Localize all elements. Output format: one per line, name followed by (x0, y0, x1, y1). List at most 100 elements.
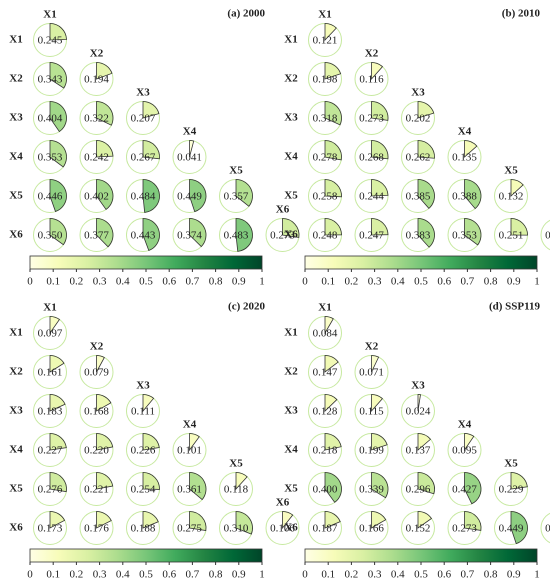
colorbar-tick-label: 0.6 (437, 569, 451, 581)
wedge (324, 433, 342, 451)
value-label: 0.404 (38, 113, 63, 125)
wedge (49, 355, 65, 373)
value-label: 0.084 (313, 328, 338, 340)
value-label: 0.135 (452, 152, 477, 164)
value-label: 0.446 (38, 191, 63, 203)
wedge (49, 511, 66, 529)
colorbar-tick-label: 0.9 (507, 276, 521, 288)
wedge (49, 140, 67, 168)
wedge (371, 472, 389, 499)
column-label: X1 (318, 302, 331, 314)
wedge (96, 218, 114, 248)
wedge (324, 62, 342, 80)
colorbar-tick-label: 0.5 (139, 276, 153, 288)
row-label: X5 (9, 483, 23, 495)
wedge (371, 355, 380, 373)
wedge (49, 23, 67, 41)
wedge (417, 511, 433, 529)
wedge (142, 472, 160, 490)
column-label: X3 (411, 380, 425, 392)
colorbar-tick-label: 0.8 (484, 569, 498, 581)
colorbar (29, 255, 263, 270)
value-label: 0.377 (84, 230, 109, 242)
wedge (371, 394, 383, 413)
panel-title: (b) 2010 (502, 8, 541, 20)
wedge (282, 511, 294, 530)
wedge (96, 472, 114, 490)
colorbar-tick-label: 0.4 (116, 276, 130, 288)
colorbar-tick-label: 0.9 (232, 569, 246, 581)
row-label: X4 (284, 151, 298, 163)
wedge (142, 511, 159, 529)
value-label: 0.357 (224, 191, 249, 203)
value-label: 0.226 (131, 445, 156, 457)
wedge (189, 511, 207, 532)
panel-title: (a) 2000 (227, 8, 265, 20)
value-label: 0.402 (84, 191, 109, 203)
value-label: 0.361 (177, 484, 202, 496)
wedge (282, 218, 300, 238)
wedge (324, 472, 342, 503)
colorbar-tick-label: 0.3 (368, 569, 382, 581)
colorbar (304, 255, 538, 270)
column-label: X3 (136, 87, 150, 99)
wedge (324, 23, 337, 42)
value-label: 0.339 (359, 484, 384, 496)
value-label: 0.176 (84, 523, 109, 535)
wedge (49, 218, 67, 246)
column-label: X6 (276, 497, 290, 509)
wedge (371, 433, 388, 451)
value-label: 0.318 (313, 113, 338, 125)
value-label: 0.137 (406, 445, 431, 457)
value-label: 0.024 (406, 406, 431, 418)
column-label: X4 (183, 126, 197, 138)
wedge (324, 140, 342, 161)
value-label: 0.385 (406, 191, 431, 203)
value-label: 0.071 (359, 367, 384, 379)
value-label: 0.118 (224, 484, 249, 496)
value-label: 0.168 (84, 406, 109, 418)
colorbar-tick-label: 0.4 (116, 569, 130, 581)
value-label: 0.244 (359, 191, 384, 203)
wedge (324, 101, 342, 126)
value-label: 0.183 (38, 406, 63, 418)
value-label: 0.484 (131, 191, 156, 203)
colorbar-tick-label: 0.4 (391, 276, 405, 288)
wedge (142, 101, 160, 119)
value-label: 0.229 (499, 484, 524, 496)
column-label: X2 (365, 48, 379, 60)
colorbar-tick-label: 0.6 (162, 276, 176, 288)
value-label: 0.353 (452, 230, 477, 242)
value-label: 0.374 (177, 230, 202, 242)
value-label: 0.268 (359, 152, 384, 164)
row-label: X6 (284, 522, 298, 534)
value-label: 0.116 (359, 74, 384, 86)
row-label: X2 (9, 73, 23, 85)
wedge (189, 140, 195, 158)
wedge (417, 218, 435, 248)
row-label: X6 (9, 522, 23, 534)
colorbar-tick-label: 0.3 (93, 276, 107, 288)
colorbar-tick-label: 0.5 (139, 569, 153, 581)
value-label: 0.095 (452, 445, 477, 457)
wedge (96, 511, 112, 529)
value-label: 0.254 (131, 484, 156, 496)
value-label: 0.198 (313, 74, 338, 86)
wedge (96, 433, 114, 451)
panel-title: (c) 2020 (228, 301, 265, 313)
value-label: 0.353 (38, 152, 63, 164)
row-label: X1 (9, 327, 22, 339)
colorbar-tick-label: 1 (259, 276, 265, 288)
wedge (49, 316, 61, 335)
wedge (371, 218, 389, 236)
wedge (324, 179, 342, 198)
value-label: 0.296 (406, 484, 431, 496)
colorbar (29, 548, 263, 563)
wedge (49, 433, 67, 451)
value-label: 0.202 (406, 113, 431, 125)
column-label: X1 (43, 9, 56, 21)
column-label: X2 (365, 341, 379, 353)
wedge (371, 140, 389, 160)
wedge (417, 433, 432, 451)
row-label: X4 (284, 444, 298, 456)
